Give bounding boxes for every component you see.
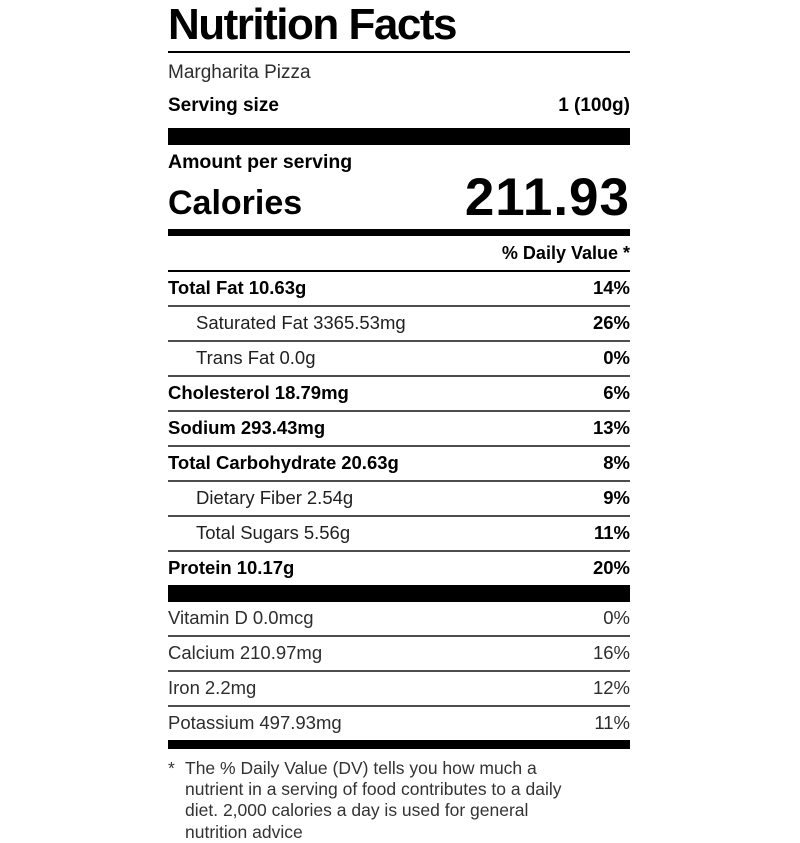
nutrient-name-amount: Iron 2.2mg (168, 677, 256, 699)
nutrient-row: Trans Fat 0.0g 0% (168, 342, 630, 377)
nutrient-row: Total Sugars 5.56g 11% (168, 517, 630, 552)
nutrient-name: Potassium (168, 711, 255, 733)
nutrient-name: Total Fat (168, 276, 244, 298)
separator-bar-middle (168, 584, 630, 602)
nutrient-daily-value: 0% (603, 346, 630, 368)
nutrient-name: Trans Fat (196, 346, 275, 368)
nutrient-name: Calcium (168, 641, 235, 663)
nutrient-name: Sodium (168, 416, 236, 438)
nutrient-row: Cholesterol 18.79mg 6% (168, 377, 630, 412)
nutrient-daily-value: 26% (592, 311, 630, 333)
nutrient-rows: Total Fat 10.63g 14% Saturated Fat 3365.53mg… (168, 272, 630, 585)
nutrient-name: Vitamin D (168, 606, 248, 628)
nutrient-name-amount: Potassium 497.93mg (168, 712, 342, 734)
amount-per-serving-label: Amount per serving (168, 151, 353, 174)
nutrient-row: Saturated Fat 3365.53mg 26% (168, 307, 630, 342)
serving-size-label: Serving size (168, 95, 279, 117)
nutrient-amount: 3365.53mg (313, 311, 406, 333)
nutrient-row: Total Carbohydrate 20.63g 8% (168, 447, 630, 482)
daily-value-header: % Daily Value * (168, 236, 630, 272)
nutrient-amount: 0.0g (279, 346, 316, 368)
nutrient-amount: 293.43mg (240, 416, 326, 438)
footnote-text: The % Daily Value (DV) tells you how muc… (185, 757, 562, 842)
nutrient-row: Sodium 293.43mg 13% (168, 412, 630, 447)
nutrient-name: Total Carbohydrate (168, 451, 337, 473)
nutrient-amount: 10.63g (248, 276, 307, 298)
nutrient-daily-value: 11% (593, 521, 630, 543)
calories-row: Calories 211.93 (168, 168, 630, 228)
nutrient-row: Protein 10.17g 20% (168, 552, 630, 585)
nutrient-name-amount: Total Fat 10.63g (168, 277, 306, 299)
label-title: Nutrition Facts (168, 0, 457, 49)
nutrient-daily-value: 14% (592, 276, 630, 298)
separator-bar-top (168, 128, 630, 146)
nutrition-facts-label: Nutrition Facts Margharita Pizza Serving… (168, 0, 630, 843)
nutrient-daily-value: 13% (592, 416, 630, 438)
micronutrient-rows: Vitamin D 0.0mcg 0% Calcium 210.97mg 16% Iron 2… (168, 602, 630, 740)
calories-label: Calories (168, 183, 303, 222)
nutrient-daily-value: 20% (592, 556, 630, 578)
micronutrient-row: Calcium 210.97mg 16% (168, 637, 630, 672)
nutrient-amount: 2.2mg (204, 676, 257, 698)
nutrient-name-amount: Sodium 293.43mg (168, 417, 325, 439)
nutrient-name-amount: Total Carbohydrate 20.63g (168, 452, 399, 474)
nutrient-name-amount: Total Sugars 5.56g (168, 522, 350, 544)
separator-bar-calories (168, 228, 630, 236)
nutrient-daily-value: 12% (592, 676, 630, 698)
nutrient-daily-value: 8% (603, 451, 630, 473)
nutrient-daily-value: 6% (603, 381, 630, 403)
nutrient-name-amount: Saturated Fat 3365.53mg (168, 312, 406, 334)
nutrient-daily-value: 11% (594, 711, 630, 733)
nutrient-amount: 497.93mg (259, 711, 342, 733)
nutrient-row: Total Fat 10.63g 14% (168, 272, 630, 307)
micronutrient-row: Iron 2.2mg 12% (168, 672, 630, 707)
nutrient-amount: 20.63g (341, 451, 399, 473)
nutrient-daily-value: 0% (603, 606, 630, 628)
nutrient-name: Saturated Fat (196, 311, 309, 333)
footnote-asterisk: * (168, 757, 175, 778)
nutrient-name-amount: Vitamin D 0.0mcg (168, 607, 314, 629)
nutrient-name-amount: Protein 10.17g (168, 557, 294, 579)
micronutrient-row: Potassium 497.93mg 11% (168, 707, 630, 740)
calories-value: 211.93 (464, 168, 630, 228)
nutrient-amount: 18.79mg (274, 381, 349, 403)
nutrient-amount: 2.54g (306, 486, 354, 508)
food-item-name: Margharita Pizza (168, 62, 311, 84)
nutrient-amount: 0.0mcg (252, 606, 314, 628)
nutrient-name: Protein (168, 556, 232, 578)
serving-size-value: 1 (100g) (558, 95, 630, 117)
nutrient-amount: 5.56g (303, 521, 351, 543)
nutrient-name: Total Sugars (196, 521, 299, 543)
nutrient-daily-value: 9% (603, 486, 630, 508)
nutrient-name: Iron (168, 676, 200, 698)
title-divider (168, 51, 630, 54)
serving-size-row: Serving size 1 (100g) (168, 95, 630, 128)
nutrient-name-amount: Dietary Fiber 2.54g (168, 487, 353, 509)
nutrient-name-amount: Calcium 210.97mg (168, 642, 322, 664)
nutrient-row: Dietary Fiber 2.54g 9% (168, 482, 630, 517)
footnote: * The % Daily Value (DV) tells you how m… (168, 758, 630, 843)
nutrient-name-amount: Trans Fat 0.0g (168, 347, 316, 369)
nutrient-name-amount: Cholesterol 18.79mg (168, 382, 349, 404)
separator-bar-bottom (168, 739, 630, 749)
nutrient-daily-value: 16% (592, 641, 630, 663)
nutrient-amount: 210.97mg (239, 641, 323, 663)
nutrient-amount: 10.17g (236, 556, 295, 578)
nutrient-name: Cholesterol (168, 381, 270, 403)
micronutrient-row: Vitamin D 0.0mcg 0% (168, 602, 630, 637)
nutrient-name: Dietary Fiber (196, 486, 302, 508)
